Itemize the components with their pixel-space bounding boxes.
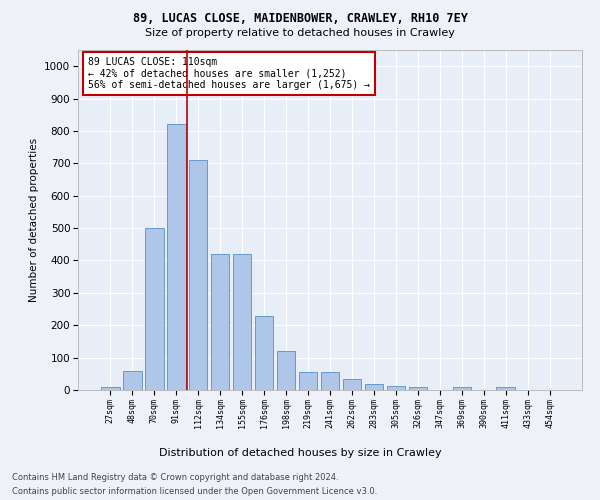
Text: Contains public sector information licensed under the Open Government Licence v3: Contains public sector information licen… bbox=[12, 488, 377, 496]
Y-axis label: Number of detached properties: Number of detached properties bbox=[29, 138, 38, 302]
Bar bbox=[320, 372, 340, 390]
Bar bbox=[101, 388, 119, 390]
Bar bbox=[365, 384, 383, 390]
Bar bbox=[145, 228, 164, 390]
Bar bbox=[409, 387, 427, 390]
Bar bbox=[189, 160, 208, 390]
Bar bbox=[496, 387, 515, 390]
Text: Distribution of detached houses by size in Crawley: Distribution of detached houses by size … bbox=[158, 448, 442, 458]
Bar bbox=[343, 378, 361, 390]
Bar bbox=[123, 370, 142, 390]
Text: 89, LUCAS CLOSE, MAIDENBOWER, CRAWLEY, RH10 7EY: 89, LUCAS CLOSE, MAIDENBOWER, CRAWLEY, R… bbox=[133, 12, 467, 26]
Bar bbox=[452, 387, 471, 390]
Bar bbox=[211, 254, 229, 390]
Bar bbox=[167, 124, 185, 390]
Text: Contains HM Land Registry data © Crown copyright and database right 2024.: Contains HM Land Registry data © Crown c… bbox=[12, 472, 338, 482]
Bar bbox=[277, 351, 295, 390]
Bar bbox=[233, 254, 251, 390]
Bar bbox=[255, 316, 274, 390]
Text: Size of property relative to detached houses in Crawley: Size of property relative to detached ho… bbox=[145, 28, 455, 38]
Text: 89 LUCAS CLOSE: 110sqm
← 42% of detached houses are smaller (1,252)
56% of semi-: 89 LUCAS CLOSE: 110sqm ← 42% of detached… bbox=[88, 57, 370, 90]
Bar bbox=[299, 372, 317, 390]
Bar bbox=[386, 386, 405, 390]
